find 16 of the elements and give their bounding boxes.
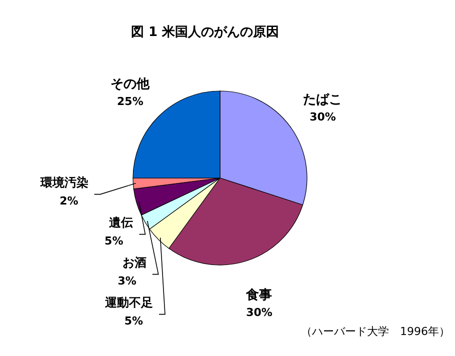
chart-title: 図 1 米国人のがんの原因: [130, 25, 280, 40]
data-label: 25%: [117, 95, 144, 108]
slice-label: 遺伝: [108, 215, 134, 230]
slice-label: 運動不足: [104, 295, 153, 310]
slice-label: その他: [110, 77, 151, 92]
data-label: 30%: [310, 110, 336, 124]
data-label: 30%: [246, 306, 272, 319]
data-label: 3%: [118, 274, 136, 288]
text: （ハーバード大学 1996年）: [301, 325, 450, 338]
data-label: 5%: [104, 234, 124, 248]
slice-label: 環境汚染: [39, 175, 88, 190]
slice-label: お酒: [122, 255, 146, 270]
data-label: 2%: [60, 194, 78, 208]
data-label: 5%: [124, 314, 143, 328]
slice-label: たばこ: [303, 92, 342, 108]
slice-label: 食事: [245, 288, 272, 303]
